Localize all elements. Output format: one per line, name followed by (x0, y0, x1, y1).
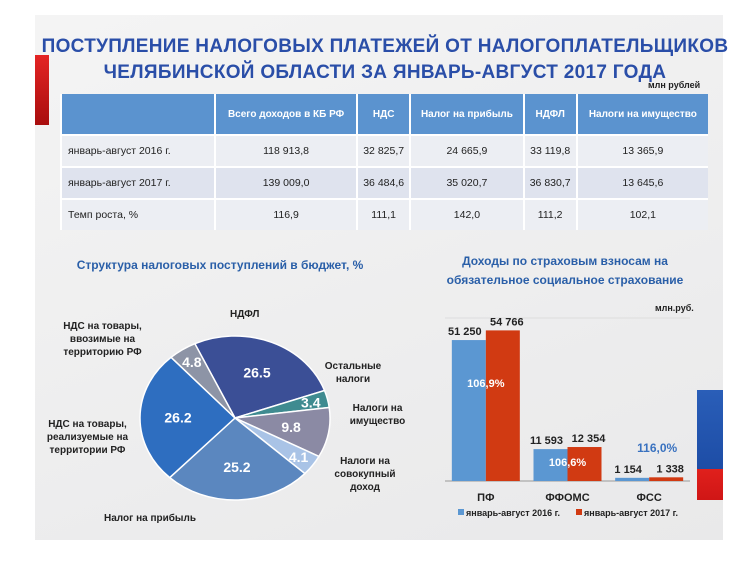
bar-value-label: 1 338 (656, 463, 684, 475)
pie-label: Остальные налоги (324, 361, 382, 385)
flag-decoration (697, 390, 723, 500)
pie-value-label: 3.4 (301, 394, 321, 410)
bar (567, 447, 602, 481)
pie-slice (193, 335, 326, 419)
th: Налог на прибыль (409, 94, 524, 135)
pie-value-label: 25.2 (223, 459, 250, 475)
pie-value-label: 4.1 (289, 449, 309, 465)
pie-label: НДС на товары, ввозимые на территорию РФ (63, 321, 142, 358)
category-label: ПФ (477, 492, 494, 504)
th: Налоги на имущество (575, 94, 708, 135)
pie-slice (169, 342, 236, 419)
th: НДС (356, 94, 411, 135)
pie-value-label: 26.2 (164, 410, 191, 426)
category-label: ФСС (637, 492, 662, 504)
th: НДФЛ (522, 94, 577, 135)
bar-unit: млн.руб. (655, 303, 694, 313)
growth-label: 116,0% (637, 441, 677, 455)
legend-swatch (458, 509, 464, 515)
bar-value-label: 1 154 (614, 464, 642, 476)
bar (485, 330, 520, 481)
growth-label: 106,9% (467, 378, 505, 390)
pie-label: Налоги на совокупный доход (334, 456, 396, 493)
pie-label: НДС на товары, реализуемые на территории… (46, 419, 129, 456)
bar-value-label: 51 250 (448, 326, 482, 338)
pie-label: Налог на прибыль (104, 513, 196, 524)
pie-label: Налоги на имущество (349, 403, 406, 427)
th: Всего доходов в КБ РФ (213, 94, 358, 135)
category-label: ФФОМС (545, 492, 589, 504)
pie-value-label: 26.5 (243, 365, 270, 381)
bar (649, 477, 684, 481)
table-row: январь-август 2016 г. 118 913,8 32 825,7 24… (60, 134, 708, 167)
tax-table: Всего доходов в КБ РФ НДС Налог на прибыль… (60, 94, 708, 230)
table-row: январь-август 2017 г. 139 009,0 36 484,6 35… (60, 166, 708, 199)
bar (615, 477, 650, 481)
bar-value-label: 54 766 (490, 316, 524, 328)
title-line-2: ЧЕЛЯБИНСКОЙ ОБЛАСТИ ЗА ЯНВАРЬ-АВГУСТ 201… (103, 62, 667, 83)
bar-value-label: 12 354 (572, 433, 607, 445)
legend-swatch (576, 509, 582, 515)
bar-value-label: 11 593 (530, 435, 563, 447)
pie-slice (168, 417, 306, 501)
red-accent (35, 55, 49, 125)
bar (451, 340, 486, 481)
legend-label: январь-август 2016 г. (466, 508, 560, 518)
table-unit: млн рублей (648, 80, 701, 90)
legend-label: январь-август 2017 г. (584, 508, 678, 518)
growth-label: 106,6% (549, 457, 587, 469)
title-line-1: ПОСТУПЛЕНИЕ НАЛОГОВЫХ ПЛАТЕЖЕЙ ОТ НАЛОГО… (41, 36, 729, 57)
pie-slice (139, 356, 237, 479)
bar-title: Доходы по страховым взносам на обязатель… (446, 254, 684, 287)
pie-value-label: 4.8 (182, 354, 202, 370)
table-row: Темп роста, % 116,9 111,1 142,0 111,2 102,1 (60, 198, 708, 230)
th (60, 94, 215, 135)
bar (533, 449, 568, 481)
pie-label: НДФЛ (230, 309, 260, 320)
pie-value-label: 9.8 (281, 419, 301, 435)
pie-title: Структура налоговых поступлений в бюджет… (76, 258, 364, 272)
